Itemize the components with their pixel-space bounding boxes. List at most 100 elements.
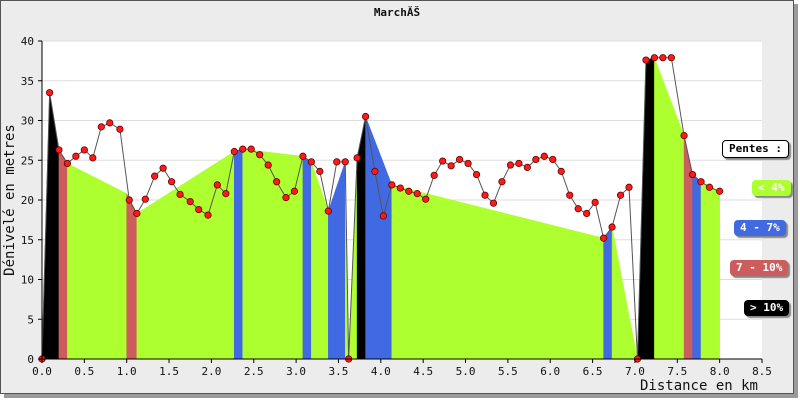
- data-point-5: [80, 146, 88, 154]
- y-tick-label-1: 5: [27, 313, 34, 326]
- slope-segment-19: [645, 57, 655, 360]
- data-point-4: [72, 152, 80, 160]
- data-point-18: [195, 205, 203, 214]
- x-tick-label-3: 1.5: [159, 365, 179, 378]
- data-point-8: [106, 119, 114, 127]
- x-tick-label-13: 6.5: [583, 365, 603, 378]
- y-tick-label-2: 10: [21, 274, 34, 287]
- data-point-55: [506, 161, 515, 169]
- data-point-12: [141, 195, 149, 203]
- data-point-11: [133, 209, 141, 218]
- x-tick-label-11: 5.5: [498, 365, 518, 378]
- legend-item-4-7: 4 - 7%: [734, 220, 786, 236]
- data-point-62: [566, 191, 574, 199]
- data-point-49: [455, 155, 464, 164]
- data-point-75: [680, 132, 688, 140]
- slope-segment-2: [58, 149, 68, 360]
- data-point-33: [324, 207, 332, 215]
- data-point-3: [63, 159, 72, 168]
- slope-segment-16: [603, 226, 613, 360]
- slope-segment-7: [242, 148, 304, 360]
- data-points: [38, 54, 724, 363]
- data-point-17: [186, 197, 194, 206]
- data-point-50: [464, 159, 472, 168]
- data-point-24: [247, 145, 255, 153]
- data-point-28: [282, 194, 290, 202]
- data-point-56: [515, 159, 523, 168]
- x-tick-label-15: 7.5: [667, 365, 687, 378]
- data-point-46: [430, 171, 438, 179]
- data-point-22: [230, 147, 238, 156]
- x-tick-label-12: 6.0: [540, 365, 560, 378]
- data-point-38: [361, 112, 370, 121]
- y-axis-title: Dénivelé en metres: [2, 124, 18, 276]
- data-point-57: [523, 163, 531, 172]
- y-tick-label-6: 30: [21, 115, 34, 128]
- data-point-64: [583, 209, 591, 218]
- data-point-74: [667, 54, 675, 62]
- y-tick-label-3: 15: [21, 234, 34, 247]
- x-tick-label-8: 4.0: [371, 365, 391, 378]
- data-point-35: [341, 158, 349, 166]
- x-tick-label-4: 2.0: [201, 365, 221, 378]
- x-tick-label-17: 8.5: [752, 365, 772, 378]
- x-axis-title: Distance en km: [640, 378, 758, 394]
- legend-item-7-10: 7 - 10%: [730, 260, 789, 276]
- data-point-7: [97, 123, 105, 131]
- y-tick-label-8: 40: [21, 35, 34, 48]
- x-tick-label-7: 3.5: [329, 365, 349, 378]
- slope-segment-3: [67, 163, 127, 360]
- data-point-2: [55, 146, 63, 154]
- slope-segment-8: [302, 155, 312, 360]
- data-point-34: [333, 158, 341, 166]
- slope-segment-6: [234, 148, 244, 360]
- data-point-68: [616, 191, 625, 199]
- data-point-39: [371, 167, 379, 175]
- data-point-9: [116, 125, 124, 133]
- data-point-54: [498, 178, 506, 186]
- data-point-72: [650, 54, 659, 62]
- axes: [38, 40, 763, 363]
- y-tick-label-7: 35: [21, 75, 34, 88]
- data-point-52: [481, 191, 489, 199]
- data-point-40: [379, 212, 387, 220]
- data-point-44: [413, 190, 421, 198]
- data-point-66: [599, 234, 608, 242]
- y-tick-label-0: 0: [27, 353, 34, 366]
- data-point-32: [316, 167, 324, 175]
- data-point-71: [642, 56, 650, 64]
- chart-title: MarchĂŠ: [373, 6, 421, 19]
- x-tick-label-9: 4.5: [413, 365, 433, 378]
- slope-segment-22: [692, 174, 702, 360]
- data-point-53: [489, 199, 498, 207]
- legend-item-gt-10: > 10%: [744, 300, 790, 316]
- x-tick-label-2: 1.0: [117, 365, 137, 378]
- data-point-79: [716, 187, 724, 195]
- data-point-19: [204, 211, 212, 219]
- y-tick-label-5: 25: [21, 154, 34, 167]
- data-point-1: [46, 89, 54, 97]
- data-point-76: [688, 170, 697, 179]
- data-point-16: [176, 190, 184, 199]
- data-point-47: [439, 157, 447, 165]
- data-point-73: [659, 54, 667, 62]
- data-point-25: [256, 151, 264, 159]
- data-point-69: [625, 183, 633, 191]
- x-tick-label-6: 3.0: [286, 365, 306, 378]
- data-point-31: [307, 158, 315, 166]
- data-point-21: [222, 190, 230, 198]
- data-point-43: [405, 187, 413, 195]
- data-point-20: [213, 181, 221, 189]
- data-point-30: [299, 152, 307, 160]
- x-tick-label-1: 0.5: [74, 365, 94, 378]
- data-point-13: [151, 172, 159, 180]
- data-point-67: [608, 223, 616, 231]
- tick-labels: 0.0 0.5 1.0 1.5 2.0 2.5 3.0 3.5 4.0 4.5 5.0 5.5 6.0 6…: [21, 35, 772, 378]
- x-tick-label-0: 0.0: [32, 365, 52, 378]
- x-tick-label-5: 2.5: [244, 365, 264, 378]
- data-point-58: [532, 155, 540, 164]
- data-point-29: [290, 187, 299, 195]
- data-point-45: [422, 195, 430, 203]
- data-point-15: [168, 178, 176, 186]
